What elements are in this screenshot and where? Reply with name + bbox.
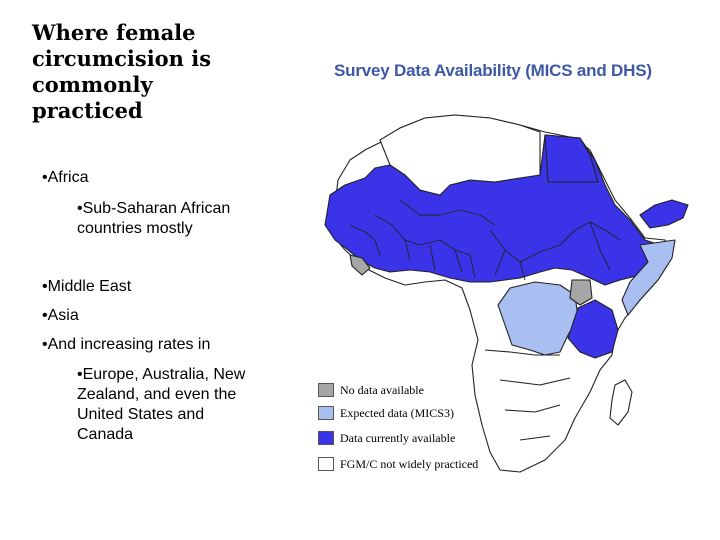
bullet-africa: •Africa — [42, 169, 89, 186]
drc-expected-region — [497, 281, 579, 356]
tanzania-data-region — [567, 299, 619, 359]
bullet-middle-east: •Middle East — [42, 278, 132, 295]
egypt-data-region — [544, 134, 599, 183]
swatch-blue — [318, 431, 334, 445]
swatch-light-blue — [318, 406, 334, 420]
north-africa-white-region — [379, 114, 541, 196]
sub-bullet-western-countries: •Europe, Australia, New Zealand, and eve… — [77, 366, 246, 443]
legend-label: Data currently available — [340, 431, 456, 445]
yemen-data-region — [639, 199, 689, 229]
madagascar — [609, 379, 633, 426]
bullet-increasing-rates: •And increasing rates in — [42, 336, 211, 353]
africa-map — [324, 114, 689, 473]
legend-label: No data available — [340, 383, 424, 397]
legend-label: Expected data (MICS3) — [340, 406, 454, 420]
swatch-grey — [318, 383, 334, 397]
sub-bullet-sub-saharan: •Sub-Saharan African countries mostly — [77, 200, 231, 237]
liberia-no-data-region — [349, 254, 371, 276]
bullet-asia: •Asia — [42, 307, 79, 324]
somalia-expected-region — [621, 239, 676, 316]
slide-title: Where female circumcision is commonly pr… — [32, 20, 212, 123]
map-title: Survey Data Availability (MICS and DHS) — [334, 61, 652, 80]
legend-label: FGM/C not widely practiced — [340, 457, 479, 471]
uganda-no-data-region — [569, 279, 593, 306]
swatch-white — [318, 457, 334, 471]
